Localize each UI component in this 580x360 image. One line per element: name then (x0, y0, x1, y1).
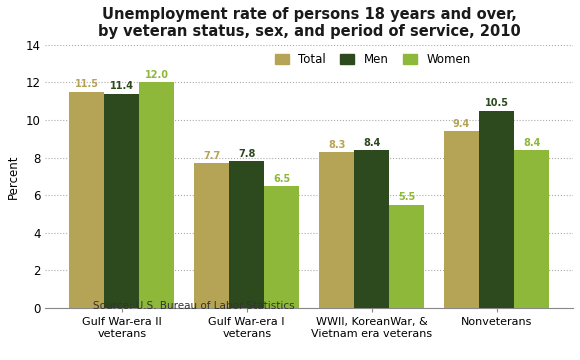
Bar (70, 92, 104, 308)
Bar (444, 131, 479, 308)
Bar (139, 82, 174, 308)
Text: 8.4: 8.4 (363, 138, 380, 148)
Bar (194, 163, 229, 308)
Text: 11.5: 11.5 (75, 80, 99, 89)
Text: 11.4: 11.4 (110, 81, 134, 91)
Y-axis label: Percent: Percent (7, 154, 20, 199)
Bar (354, 150, 389, 308)
Text: 5.5: 5.5 (398, 192, 415, 202)
Text: 6.5: 6.5 (273, 174, 291, 184)
Text: 8.4: 8.4 (523, 138, 540, 148)
Text: 12.0: 12.0 (145, 70, 169, 80)
Bar (514, 150, 549, 308)
Bar (229, 161, 264, 308)
Text: 8.3: 8.3 (328, 140, 345, 150)
Bar (104, 94, 139, 308)
Bar (479, 111, 514, 308)
Legend: Total, Men, Women: Total, Men, Women (274, 53, 470, 66)
Bar (389, 204, 424, 308)
Title: Unemployment rate of persons 18 years and over,
by veteran status, sex, and peri: Unemployment rate of persons 18 years an… (98, 7, 521, 39)
Text: 9.4: 9.4 (453, 119, 470, 129)
Text: 7.7: 7.7 (203, 151, 220, 161)
Bar (264, 186, 299, 308)
Bar (319, 152, 354, 308)
Text: 7.8: 7.8 (238, 149, 255, 159)
Text: Source: U.S. Bureau of Labor Statistics: Source: U.S. Bureau of Labor Statistics (93, 301, 295, 311)
Text: 10.5: 10.5 (485, 98, 509, 108)
